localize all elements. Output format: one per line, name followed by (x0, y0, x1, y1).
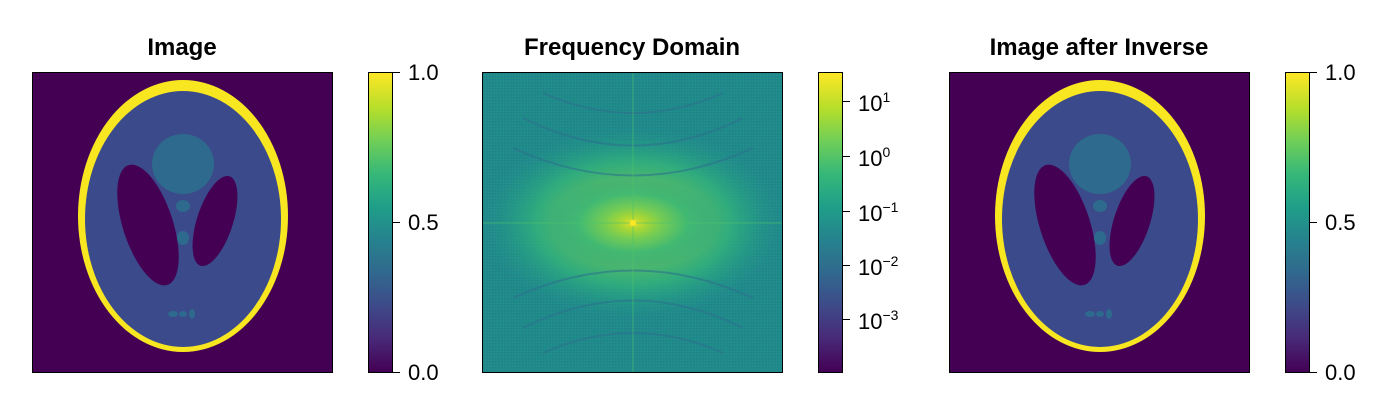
phantom-image-plot (32, 72, 333, 373)
colorbar-tick (393, 222, 400, 223)
colorbar-tick-label: 0.0 (408, 360, 439, 385)
colorbar-tick (843, 211, 850, 212)
phantom-inverse-image (950, 73, 1249, 372)
colorbar-inverse (1285, 72, 1310, 373)
phantom-image (33, 73, 332, 372)
frequency-spectrum (483, 73, 782, 372)
colorbar-tick (393, 372, 400, 373)
colorbar-image (368, 72, 393, 373)
colorbar-frequency (818, 72, 843, 373)
colorbar-tick-label: 1.0 (408, 60, 439, 85)
colorbar-tick (843, 265, 850, 266)
colorbar-tick (843, 156, 850, 157)
colorbar-tick-label: 0.5 (1325, 210, 1356, 235)
colorbar-tick (843, 319, 850, 320)
colorbar-tick-label: 1.0 (1325, 60, 1356, 85)
colorbar-tick (1310, 72, 1317, 73)
colorbar-tick-label: 0.0 (1325, 360, 1356, 385)
colorbar-tick (1310, 372, 1317, 373)
chart-title-frequency: Frequency Domain (523, 34, 741, 61)
frequency-domain-plot (482, 72, 783, 373)
colorbar-tick (843, 101, 850, 102)
inverse-image-plot (949, 72, 1250, 373)
chart-title-image: Image (147, 34, 217, 61)
colorbar-tick (393, 72, 400, 73)
colorbar-tick-label: 101 (858, 89, 891, 116)
colorbar-tick-label: 100 (858, 144, 891, 171)
colorbar-tick-label: 10−3 (858, 307, 899, 334)
colorbar-tick-label: 10−2 (858, 253, 899, 280)
colorbar-tick (1310, 222, 1317, 223)
colorbar-tick-label: 10−1 (858, 199, 899, 226)
chart-title-inverse: Image after Inverse (989, 34, 1209, 61)
colorbar-tick-label: 0.5 (408, 210, 439, 235)
